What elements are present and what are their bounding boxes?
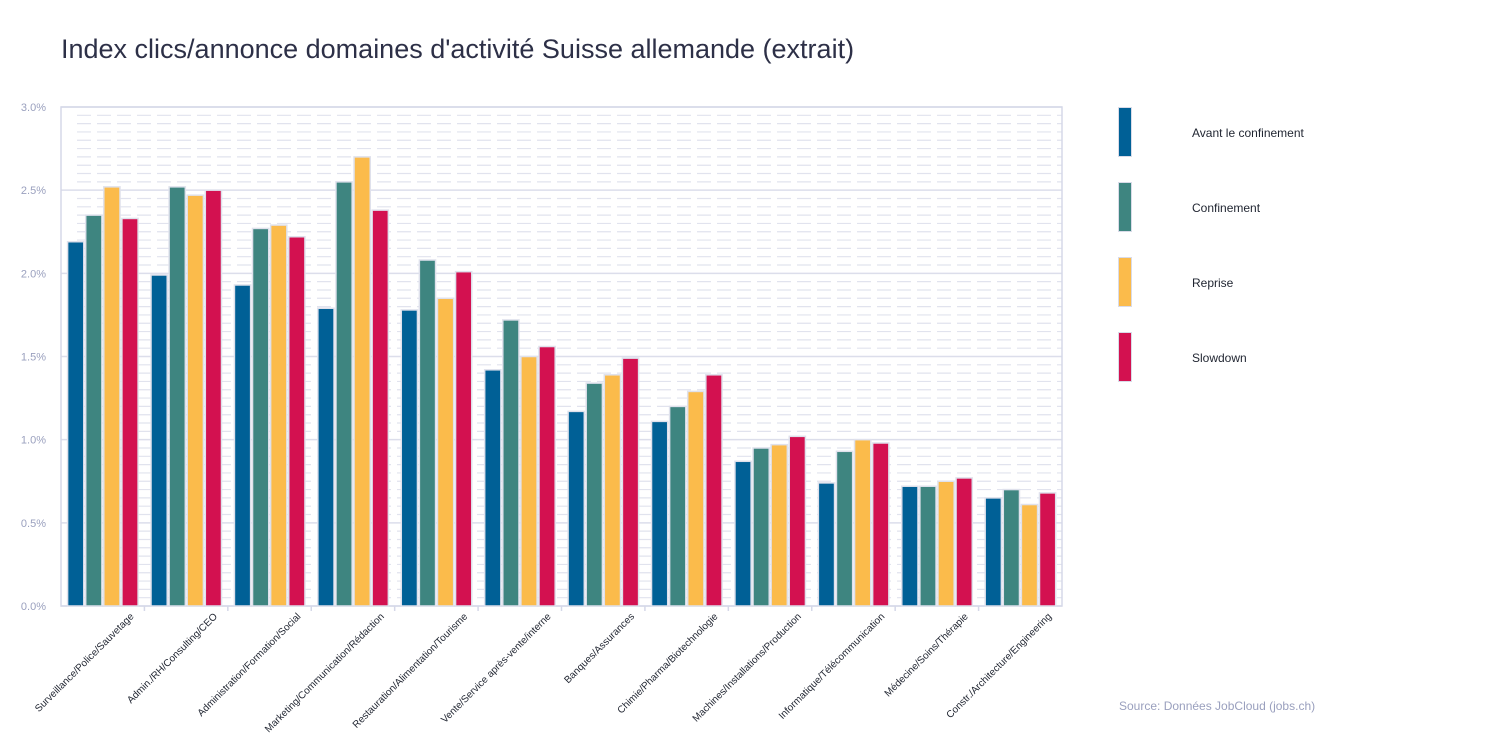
legend-swatch [1118, 182, 1132, 232]
bar [603, 374, 622, 607]
bar [1020, 503, 1039, 607]
bar [335, 181, 353, 607]
bar-chart: 0.0% 0.5% 1.0% 1.5% 2.0% 2.5% 3.0% Surveillanc… [21, 102, 1063, 735]
x-category-label: Banques/Assurances [562, 611, 637, 686]
bar [168, 186, 187, 607]
bar [650, 420, 669, 607]
bar [705, 374, 723, 607]
bars-layer [66, 156, 1057, 611]
bar [454, 270, 473, 607]
y-tick-label: 0.5% [21, 518, 46, 530]
bar [686, 390, 705, 607]
legend-label: Slowdown [1192, 351, 1247, 365]
bar [121, 217, 139, 607]
bar [919, 485, 937, 607]
bar [621, 357, 640, 607]
bar [835, 450, 854, 607]
source-note: Source: Données JobCloud (jobs.ch) [1119, 699, 1316, 713]
bar [502, 319, 520, 607]
x-category-label: Surveillance/Police/Sauvetage [33, 611, 137, 715]
bar [269, 224, 288, 607]
bar [418, 259, 437, 607]
y-tick-label: 3.0% [21, 102, 46, 114]
x-category-label: Médecine/Soins/Thérapie [883, 611, 971, 699]
legend-swatch [1118, 332, 1132, 382]
bar [817, 482, 836, 607]
y-tick-label: 1.0% [21, 435, 46, 447]
x-axis-categories: Surveillance/Police/SauvetageAdmin./RH/C… [33, 611, 1054, 735]
legend-swatch [1118, 107, 1132, 157]
y-tick-label: 1.5% [21, 352, 46, 364]
x-category-label: Admin./RH/Consulting/CEO [125, 611, 220, 706]
bar [103, 186, 121, 607]
bar [483, 369, 502, 607]
bar [567, 410, 586, 607]
bar [1002, 488, 1021, 607]
bar [853, 438, 872, 607]
bar [871, 442, 890, 607]
legend-label: Confinement [1192, 201, 1261, 215]
bar [84, 214, 103, 607]
bar [520, 355, 538, 607]
bar [204, 189, 223, 607]
bar [752, 447, 770, 607]
bar [734, 460, 752, 607]
bar [1038, 492, 1057, 607]
bar [353, 156, 371, 607]
y-tick-label: 0.0% [21, 601, 46, 613]
bar [788, 435, 807, 607]
legend-label: Reprise [1192, 276, 1234, 290]
bar [937, 480, 955, 607]
bar [66, 240, 85, 607]
bar [770, 443, 789, 607]
bar [901, 485, 919, 607]
y-tick-label: 2.0% [21, 268, 46, 280]
bar [317, 307, 335, 607]
bar [371, 209, 390, 607]
bar [955, 477, 974, 607]
bar [538, 345, 556, 607]
chart-title: Index clics/annonce domaines d'activité … [61, 34, 855, 64]
legend-label: Avant le confinement [1192, 126, 1304, 140]
bar [150, 274, 168, 607]
bar [287, 235, 306, 607]
bar [186, 194, 205, 607]
bar [233, 284, 252, 607]
bar [400, 309, 419, 607]
bar [984, 497, 1003, 607]
bar [585, 382, 604, 607]
bar [436, 297, 455, 607]
bar [668, 405, 687, 607]
bar [251, 227, 270, 607]
y-tick-label: 2.5% [21, 185, 46, 197]
x-category-label: Chimie/Pharma/Biotechnologie [616, 611, 721, 716]
y-axis-ticks: 0.0% 0.5% 1.0% 1.5% 2.0% 2.5% 3.0% [21, 102, 46, 613]
legend-swatch [1118, 257, 1132, 307]
